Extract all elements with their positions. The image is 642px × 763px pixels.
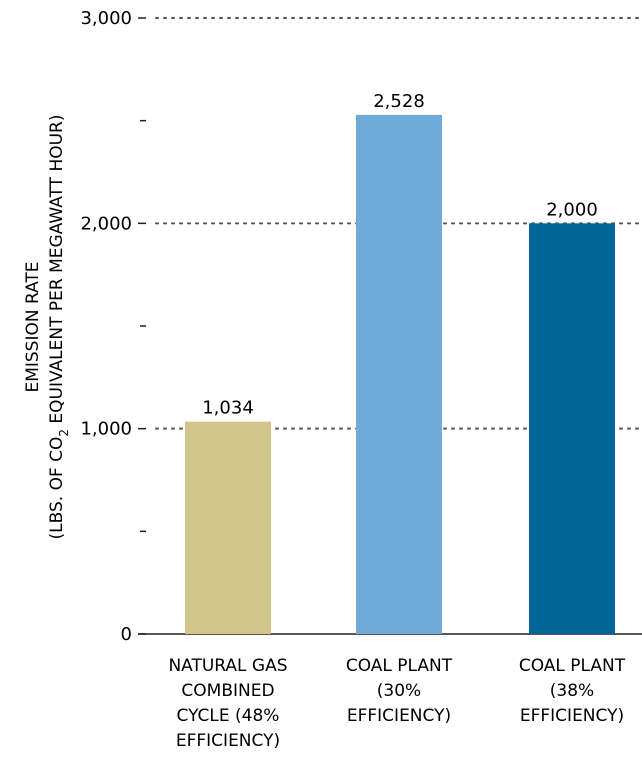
y-axis-subtitle-pre: (LBS. OF CO — [47, 437, 67, 540]
bar — [185, 421, 271, 634]
category-label: EFFICIENCY) — [176, 731, 280, 751]
y-tick-label: 0 — [121, 624, 132, 645]
bar — [529, 223, 615, 635]
category-label: EFFICIENCY) — [520, 706, 624, 726]
bar — [356, 114, 442, 634]
bar-value-label: 1,034 — [202, 398, 254, 419]
y-axis-subtitle: (LBS. OF CO2 EQUIVALENT PER MEGAWATT HOU… — [47, 114, 71, 539]
y-axis-title: EMISSION RATE — [23, 261, 43, 392]
y-axis-subtitle-post: EQUIVALENT PER MEGAWATT HOUR) — [47, 114, 67, 428]
y-tick-label: 2,000 — [80, 213, 132, 234]
y-tick-label: 3,000 — [80, 8, 132, 29]
category-labels: NATURAL GAS COMBINED CYCLE (48% EFFICIENCY)… — [168, 656, 625, 751]
category-label: COMBINED — [181, 681, 274, 701]
category-label: COAL PLANT — [519, 656, 626, 676]
y-tick-label: 1,000 — [80, 419, 132, 440]
category-label: CYCLE (48% — [177, 706, 280, 726]
category-label: (38% — [550, 681, 594, 701]
category-label: EFFICIENCY) — [347, 706, 451, 726]
category-label: (30% — [377, 681, 421, 701]
category-label: NATURAL GAS — [168, 656, 287, 676]
bars — [185, 114, 615, 635]
bar-value-label: 2,528 — [373, 91, 425, 112]
category-label: COAL PLANT — [346, 656, 453, 676]
bar-value-label: 2,000 — [546, 199, 598, 220]
value-labels: 1,034 2,528 2,000 — [202, 91, 598, 419]
y-axis-subtitle-subscript: 2 — [57, 429, 71, 437]
